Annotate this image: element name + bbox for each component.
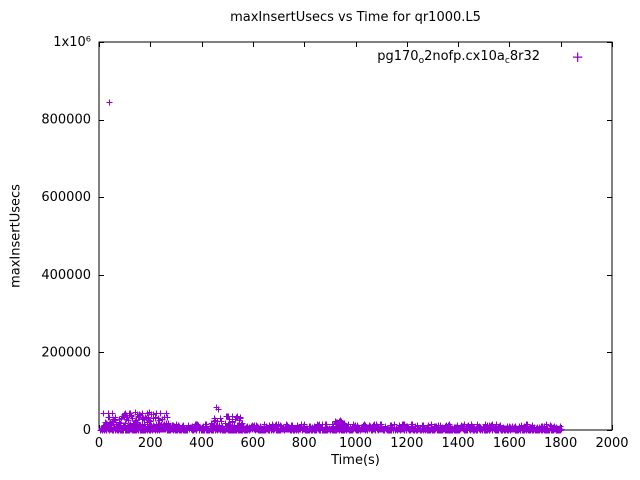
x-tick-label: 200: [138, 436, 163, 451]
x-tick-label: 600: [240, 436, 265, 451]
plot-border: [98, 41, 613, 431]
y-tick-label: 800000: [41, 113, 91, 128]
x-tick-label: 1800: [544, 436, 577, 451]
y-tick-label: 0: [83, 423, 91, 438]
legend-label-text: pg170: [377, 49, 419, 64]
x-axis-label: Time(s): [331, 453, 380, 468]
legend-label-text: 2nofp.cx10a: [424, 49, 505, 64]
x-tick-label: 0: [95, 436, 103, 451]
x-tick-label: 1200: [390, 436, 423, 451]
x-tick-label: 400: [189, 436, 214, 451]
chart-title: maxInsertUsecs vs Time for qr1000.L5: [230, 10, 481, 25]
legend-label-text: 8r32: [509, 49, 540, 64]
y-tick-label: 1x10⁶: [53, 35, 91, 50]
x-tick-label: 1000: [339, 436, 372, 451]
scatter-points: [97, 99, 565, 434]
y-axis-label: maxInsertUsecs: [8, 184, 24, 288]
axis-ticks: [99, 42, 613, 431]
x-tick-label: 2000: [595, 436, 628, 451]
legend-entry: pg170o2nofp.cx10ac8r32 +: [377, 49, 584, 66]
legend-label-subscript: o: [418, 56, 425, 66]
legend-label-subscript: c: [504, 56, 510, 66]
legend-series-label: pg170o2nofp.cx10ac8r32: [377, 49, 540, 66]
y-tick-label: 400000: [41, 268, 91, 283]
y-tick-label: 200000: [41, 345, 91, 360]
y-tick-label: 600000: [41, 190, 91, 205]
x-tick-label: 1600: [493, 436, 526, 451]
x-tick-label: 1400: [442, 436, 475, 451]
legend-plus-marker: +: [571, 48, 584, 66]
x-tick-label: 800: [292, 436, 317, 451]
